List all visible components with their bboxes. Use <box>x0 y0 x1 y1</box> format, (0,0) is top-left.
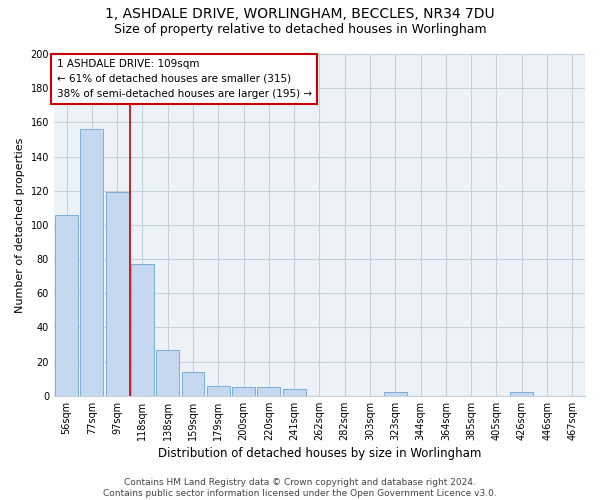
Bar <box>182 372 205 396</box>
Bar <box>106 192 128 396</box>
Bar <box>80 129 103 396</box>
Text: 1, ASHDALE DRIVE, WORLINGHAM, BECCLES, NR34 7DU: 1, ASHDALE DRIVE, WORLINGHAM, BECCLES, N… <box>105 8 495 22</box>
Bar <box>131 264 154 396</box>
Bar <box>55 214 78 396</box>
X-axis label: Distribution of detached houses by size in Worlingham: Distribution of detached houses by size … <box>158 447 481 460</box>
Text: Contains HM Land Registry data © Crown copyright and database right 2024.
Contai: Contains HM Land Registry data © Crown c… <box>103 478 497 498</box>
Text: Size of property relative to detached houses in Worlingham: Size of property relative to detached ho… <box>113 22 487 36</box>
Bar <box>257 388 280 396</box>
Bar <box>157 350 179 396</box>
Bar <box>384 392 407 396</box>
Bar <box>283 389 305 396</box>
Bar <box>207 386 230 396</box>
Y-axis label: Number of detached properties: Number of detached properties <box>15 137 25 312</box>
Bar <box>232 388 255 396</box>
Text: 1 ASHDALE DRIVE: 109sqm
← 61% of detached houses are smaller (315)
38% of semi-d: 1 ASHDALE DRIVE: 109sqm ← 61% of detache… <box>56 59 311 98</box>
Bar <box>511 392 533 396</box>
